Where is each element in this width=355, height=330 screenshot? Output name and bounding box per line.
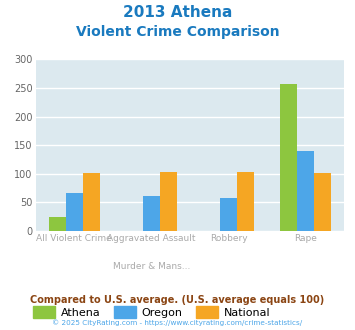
Bar — [143, 196, 160, 231]
Bar — [83, 173, 100, 231]
Bar — [237, 172, 254, 231]
Bar — [280, 84, 297, 231]
Bar — [160, 172, 177, 231]
Bar — [220, 198, 237, 231]
Bar — [297, 151, 314, 231]
Text: 2013 Athena: 2013 Athena — [123, 5, 232, 20]
Bar — [66, 193, 83, 231]
Text: Compared to U.S. average. (U.S. average equals 100): Compared to U.S. average. (U.S. average … — [31, 295, 324, 305]
Legend: Athena, Oregon, National: Athena, Oregon, National — [29, 302, 275, 322]
Text: © 2025 CityRating.com - https://www.cityrating.com/crime-statistics/: © 2025 CityRating.com - https://www.city… — [53, 319, 302, 326]
Text: Violent Crime Comparison: Violent Crime Comparison — [76, 25, 279, 39]
Bar — [49, 217, 66, 231]
Bar — [314, 173, 331, 231]
Text: Murder & Mans...: Murder & Mans... — [113, 262, 190, 271]
